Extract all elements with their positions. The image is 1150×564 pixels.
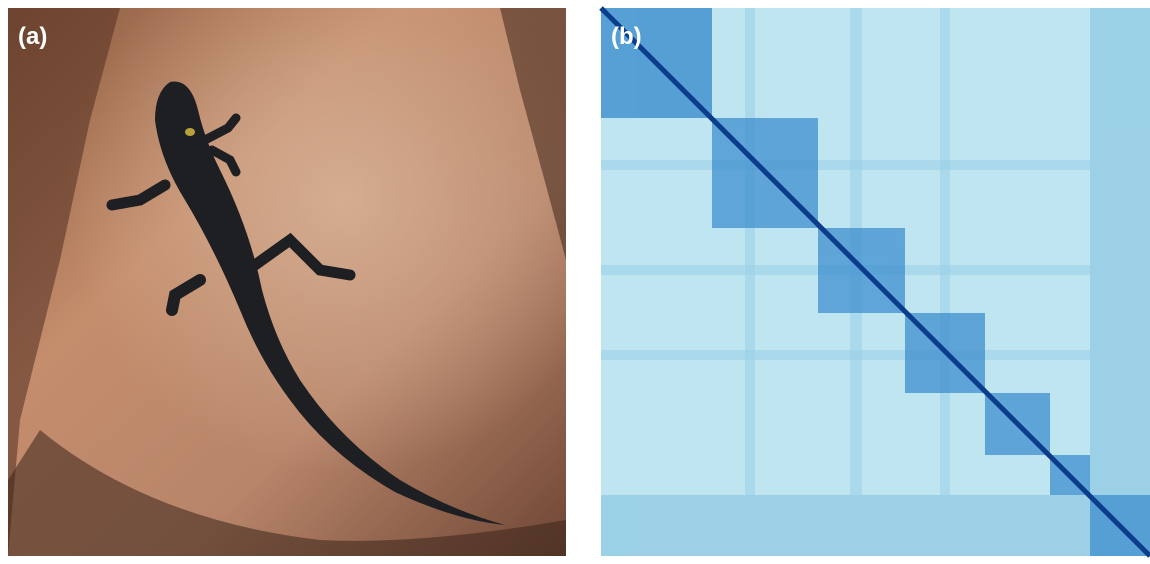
photo-panel: (a): [8, 8, 566, 556]
panel-label: (a): [18, 23, 47, 50]
figure: (a) (b): [0, 0, 1150, 564]
contact-map-panel: (b): [601, 8, 1150, 556]
page: {"panels": [{"label": "(a)"}, {"label": …: [0, 0, 1150, 564]
panel-label: (b): [611, 23, 642, 50]
lizard-eye: [185, 128, 195, 136]
